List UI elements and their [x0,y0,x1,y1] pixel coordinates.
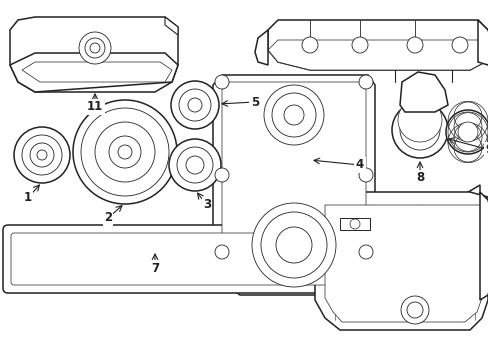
Circle shape [275,227,311,263]
Circle shape [271,93,315,137]
Circle shape [284,105,304,125]
Circle shape [79,32,111,64]
Polygon shape [477,20,488,65]
Circle shape [251,203,335,287]
Polygon shape [267,20,487,70]
Text: 11: 11 [87,100,103,113]
Polygon shape [314,192,487,330]
Polygon shape [399,72,447,112]
Polygon shape [164,17,178,35]
Circle shape [349,219,359,229]
Circle shape [37,150,47,160]
Polygon shape [254,30,267,65]
Circle shape [90,43,100,53]
Polygon shape [325,205,481,322]
Polygon shape [307,185,479,212]
Circle shape [85,38,105,58]
Circle shape [445,110,488,154]
Text: 7: 7 [151,261,159,274]
Text: 5: 5 [250,95,259,108]
Text: 8: 8 [415,171,423,184]
Circle shape [351,37,367,53]
Circle shape [399,110,439,150]
Polygon shape [10,17,178,92]
Circle shape [457,122,477,142]
FancyBboxPatch shape [3,225,380,293]
Circle shape [169,139,221,191]
Circle shape [264,85,324,145]
Circle shape [14,127,70,183]
Circle shape [177,147,213,183]
Circle shape [171,81,219,129]
Circle shape [391,102,447,158]
Text: 3: 3 [203,198,211,211]
Circle shape [406,37,422,53]
Circle shape [30,143,54,167]
Circle shape [397,98,441,142]
Circle shape [358,75,372,89]
Text: 1: 1 [24,192,32,204]
Polygon shape [22,62,172,82]
Circle shape [451,37,467,53]
Circle shape [215,245,228,259]
Circle shape [22,135,62,175]
Circle shape [400,296,428,324]
Circle shape [187,98,202,112]
Circle shape [261,212,326,278]
FancyBboxPatch shape [11,233,372,285]
Polygon shape [222,82,365,280]
Polygon shape [10,53,178,92]
Circle shape [358,245,372,259]
Polygon shape [339,218,369,230]
Circle shape [109,136,141,168]
Circle shape [118,145,132,159]
Text: 9: 9 [485,144,488,157]
Circle shape [73,100,177,204]
Polygon shape [267,40,487,70]
Circle shape [95,122,155,182]
Circle shape [358,168,372,182]
Text: 2: 2 [104,211,112,225]
Circle shape [185,156,203,174]
Circle shape [81,108,169,196]
Text: 4: 4 [355,158,364,171]
Circle shape [215,75,228,89]
Circle shape [179,89,210,121]
Circle shape [302,37,317,53]
Polygon shape [213,75,374,295]
Circle shape [215,168,228,182]
Polygon shape [479,192,488,300]
Circle shape [406,302,422,318]
